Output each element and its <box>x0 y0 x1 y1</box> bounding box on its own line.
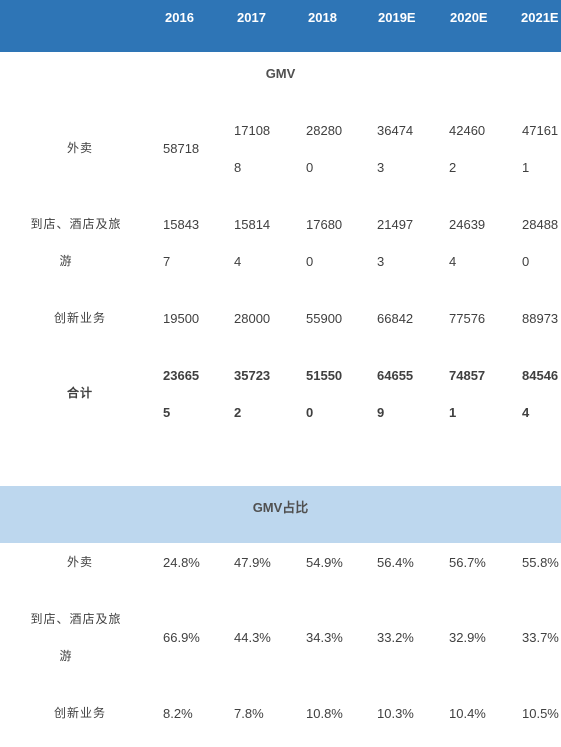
table-cell: 23665 <box>163 368 200 383</box>
table-cell: 7.8% <box>234 706 264 721</box>
table-cell: 47.9% <box>234 555 271 570</box>
table-cell: 28488 <box>522 217 559 232</box>
table-cell: 77576 <box>449 311 486 326</box>
table-cell: 1 <box>449 405 457 420</box>
table-cell: 19500 <box>163 311 200 326</box>
row-label: 游 <box>59 649 73 663</box>
row-label: 外卖 <box>66 141 93 155</box>
table-cell: 66.9% <box>163 630 200 645</box>
table-cell: 2 <box>234 405 242 420</box>
table-cell: 64655 <box>377 368 414 383</box>
table-cell: 74857 <box>449 368 486 383</box>
table-cell: 55.8% <box>522 555 559 570</box>
table-cell: 17680 <box>306 217 343 232</box>
table-cell: 35723 <box>234 368 271 383</box>
table-cell: 0 <box>306 254 314 269</box>
table-cell: 32.9% <box>449 630 486 645</box>
row-label: 到店、酒店及旅 <box>30 612 122 626</box>
header-year-2021e: 2021E <box>521 10 559 25</box>
table-cell: 8 <box>234 160 242 175</box>
table-cell: 2 <box>449 160 457 175</box>
gmv-section-title: GMV <box>265 66 296 81</box>
table-cell: 10.5% <box>522 706 559 721</box>
table-cell: 0 <box>306 160 314 175</box>
table-cell: 51550 <box>306 368 343 383</box>
table-cell: 28280 <box>306 123 343 138</box>
table-cell: 56.4% <box>377 555 414 570</box>
table-header: 2016 2017 2018 2019E 2020E 2021E <box>0 0 561 52</box>
table-cell: 33.7% <box>522 630 559 645</box>
table-cell: 28000 <box>234 311 271 326</box>
table-cell: 7 <box>163 254 171 269</box>
table-cell: 4 <box>234 254 242 269</box>
table-cell: 24.8% <box>163 555 200 570</box>
table-cell: 9 <box>377 405 385 420</box>
table-cell: 10.3% <box>377 706 414 721</box>
share-section-band <box>0 486 561 543</box>
row-label: 外卖 <box>66 555 93 569</box>
table-cell: 66842 <box>377 311 414 326</box>
table-cell: 33.2% <box>377 630 414 645</box>
table-cell: 1 <box>522 160 530 175</box>
table-cell: 55900 <box>306 311 343 326</box>
table-cell: 56.7% <box>449 555 486 570</box>
table-cell: 34.3% <box>306 630 343 645</box>
table-cell: 15843 <box>163 217 200 232</box>
table-cell: 54.9% <box>306 555 343 570</box>
table-cell: 21497 <box>377 217 414 232</box>
header-year-2016: 2016 <box>165 10 194 25</box>
table-cell: 24639 <box>449 217 486 232</box>
table-cell: 8.2% <box>163 706 193 721</box>
table-cell: 47161 <box>522 123 559 138</box>
row-label: 到店、酒店及旅 <box>30 217 122 231</box>
row-label: 创新业务 <box>53 311 106 325</box>
table-cell: 36474 <box>377 123 414 138</box>
header-year-2018: 2018 <box>308 10 337 25</box>
table-cell: 10.8% <box>306 706 343 721</box>
table-cell: 42460 <box>449 123 486 138</box>
table-cell: 0 <box>306 405 314 420</box>
table-cell: 4 <box>449 254 457 269</box>
table-cell: 3 <box>377 254 385 269</box>
table-cell: 58718 <box>163 141 200 156</box>
table-cell: 88973 <box>522 311 559 326</box>
header-year-2020e: 2020E <box>450 10 488 25</box>
row-label: 游 <box>59 254 73 268</box>
header-year-2017: 2017 <box>237 10 266 25</box>
table-cell: 44.3% <box>234 630 271 645</box>
table-cell: 0 <box>522 254 530 269</box>
header-year-2019e: 2019E <box>378 10 416 25</box>
table-cell: 84546 <box>522 368 559 383</box>
row-label: 创新业务 <box>53 706 106 720</box>
table-cell: 15814 <box>234 217 271 232</box>
table-cell: 4 <box>522 405 530 420</box>
table-cell: 3 <box>377 160 385 175</box>
table-cell: 10.4% <box>449 706 486 721</box>
table-cell: 5 <box>163 405 171 420</box>
table-cell: 17108 <box>234 123 271 138</box>
share-section-title: GMV占比 <box>252 500 309 515</box>
row-label-total: 合计 <box>66 386 93 400</box>
